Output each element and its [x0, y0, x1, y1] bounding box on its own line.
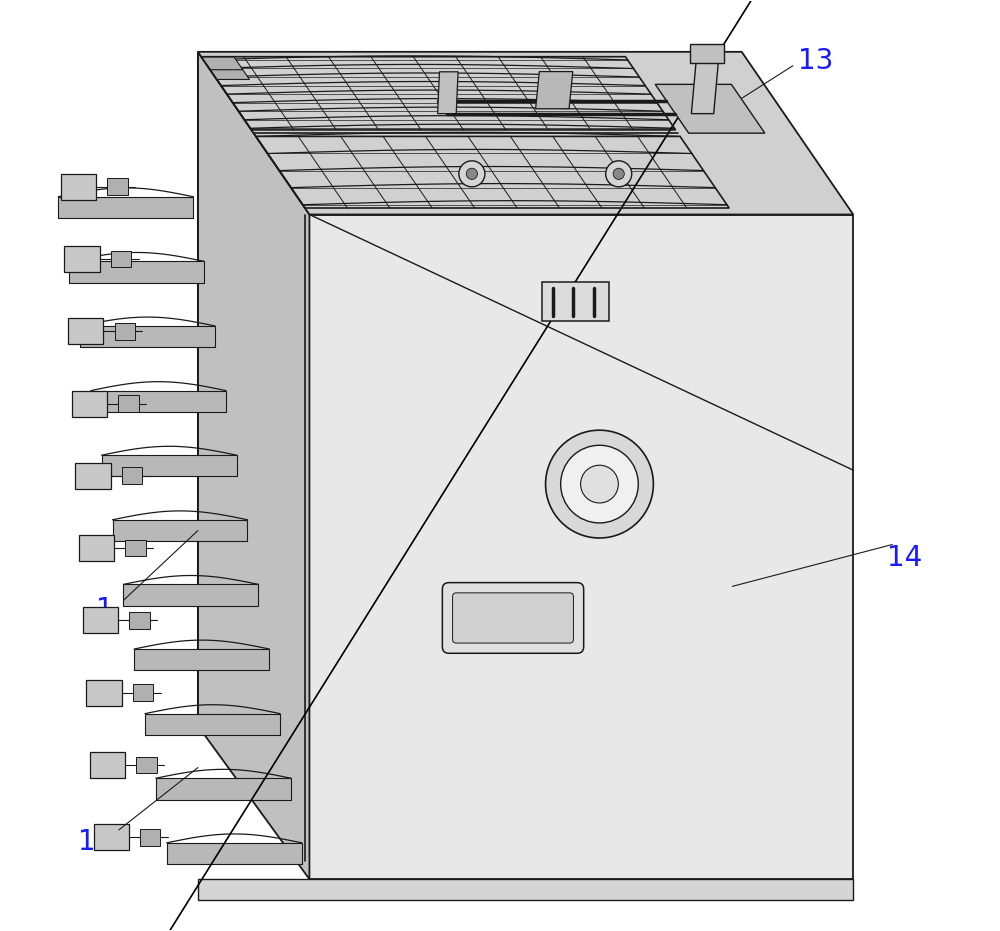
Polygon shape [133, 684, 153, 701]
Polygon shape [438, 72, 458, 114]
Polygon shape [107, 178, 128, 195]
Polygon shape [102, 455, 237, 477]
Polygon shape [201, 57, 243, 70]
Polygon shape [136, 757, 157, 774]
Polygon shape [58, 196, 193, 218]
Polygon shape [208, 66, 249, 79]
Polygon shape [69, 262, 204, 283]
Circle shape [459, 161, 485, 187]
Polygon shape [655, 85, 765, 133]
Text: 14: 14 [887, 545, 922, 573]
Polygon shape [198, 879, 853, 899]
Circle shape [606, 161, 632, 187]
Circle shape [546, 430, 653, 538]
Polygon shape [145, 713, 280, 735]
Polygon shape [79, 535, 114, 561]
Polygon shape [690, 44, 724, 62]
Text: 13: 13 [798, 47, 834, 75]
Polygon shape [125, 540, 146, 557]
Polygon shape [113, 519, 247, 541]
Polygon shape [80, 326, 215, 347]
Polygon shape [156, 778, 291, 800]
Polygon shape [167, 843, 302, 864]
Text: 1: 1 [96, 596, 114, 624]
Polygon shape [122, 467, 142, 484]
Polygon shape [309, 214, 853, 879]
Polygon shape [118, 395, 139, 412]
Bar [542, 282, 609, 321]
Polygon shape [61, 173, 96, 199]
Polygon shape [111, 250, 131, 267]
Polygon shape [68, 318, 103, 344]
Polygon shape [91, 391, 226, 412]
Polygon shape [691, 62, 718, 114]
Circle shape [581, 466, 618, 503]
Polygon shape [198, 52, 309, 879]
Polygon shape [134, 649, 269, 670]
Polygon shape [94, 824, 129, 850]
Polygon shape [75, 463, 111, 489]
Polygon shape [64, 246, 100, 272]
Polygon shape [140, 829, 160, 845]
Circle shape [613, 169, 624, 180]
FancyBboxPatch shape [453, 593, 573, 643]
Polygon shape [198, 52, 853, 214]
Polygon shape [86, 680, 122, 706]
Polygon shape [536, 72, 573, 109]
Polygon shape [83, 607, 118, 633]
Circle shape [561, 445, 638, 523]
Text: 12: 12 [78, 828, 113, 856]
FancyBboxPatch shape [442, 583, 584, 654]
Polygon shape [123, 585, 258, 606]
Polygon shape [115, 323, 135, 340]
Circle shape [466, 169, 477, 180]
Polygon shape [72, 390, 107, 416]
Polygon shape [90, 752, 125, 778]
Polygon shape [129, 612, 150, 628]
